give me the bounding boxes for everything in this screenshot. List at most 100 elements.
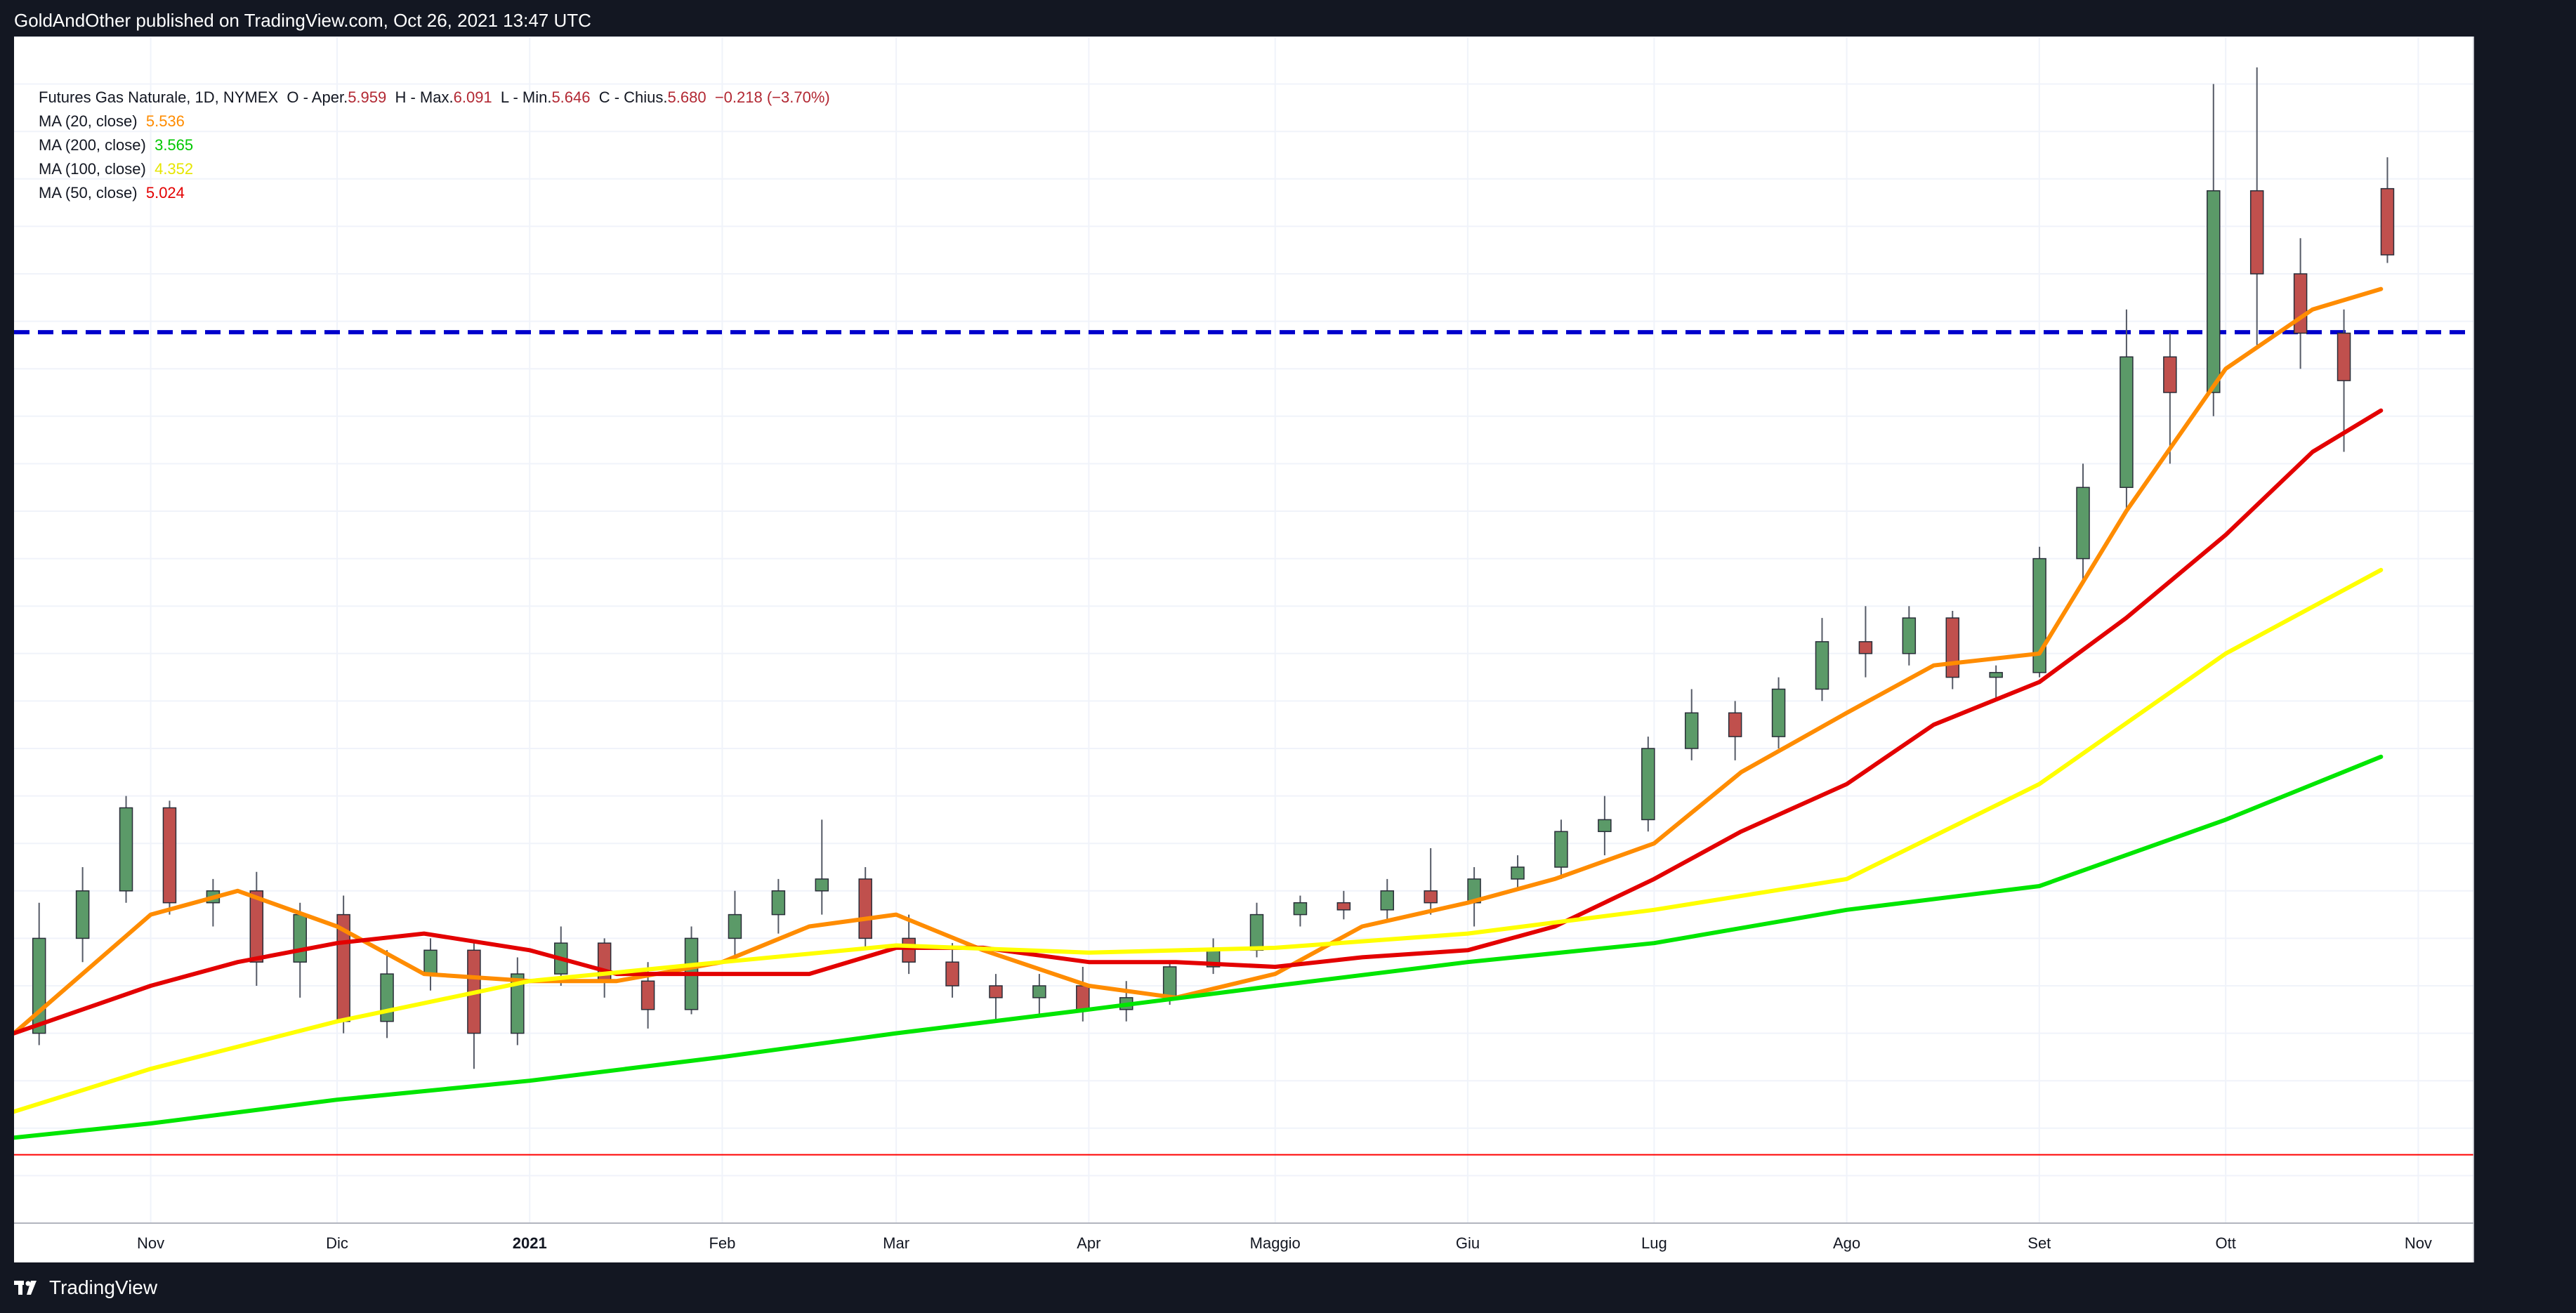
ma-line-100 — [14, 567, 2384, 1114]
candle-body — [2207, 190, 2221, 393]
indicator-row-ma100[interactable]: MA (100, close) 4.352 — [39, 157, 830, 181]
candle-body — [2163, 356, 2177, 393]
candle-body — [1380, 890, 1395, 911]
candle-body — [1162, 966, 1177, 998]
candle-body — [1728, 712, 1742, 737]
indicator-value: 3.565 — [155, 136, 194, 154]
grid — [14, 37, 2474, 1223]
candle — [1511, 855, 1525, 891]
time-tick-label: Nov — [137, 1234, 164, 1252]
candle-body — [1249, 913, 1264, 951]
legend: Futures Gas Naturale, 1D, NYMEX O - Aper… — [39, 86, 830, 205]
time-tick-label: Nov — [2405, 1234, 2432, 1252]
close-label: C - Chius. — [598, 88, 668, 106]
candle — [1641, 737, 1655, 832]
candle-body — [1032, 985, 1046, 998]
candle — [728, 890, 742, 963]
candle-body — [1336, 902, 1351, 911]
candle-body — [2249, 190, 2264, 275]
candle-body — [815, 878, 829, 892]
candle — [815, 819, 829, 915]
candle — [1424, 847, 1438, 915]
candle-body — [1945, 617, 1959, 678]
candle — [336, 895, 350, 1034]
tradingview-brand: TradingView — [49, 1276, 158, 1298]
candle — [1467, 867, 1481, 927]
candle-body — [1684, 712, 1699, 749]
time-tick-label: Ott — [2215, 1234, 2235, 1252]
candle-body — [32, 937, 46, 1034]
change-value: −0.218 (−3.70%) — [714, 88, 830, 106]
candle-body — [2380, 187, 2395, 256]
candle — [1598, 796, 1612, 856]
candle — [2076, 463, 2090, 583]
candle — [1902, 606, 1917, 666]
candle-body — [2076, 487, 2090, 560]
chart-panel[interactable]: 1.8002.0002.2002.4002.6002.8003.0003.200… — [14, 37, 2474, 1262]
candle — [858, 867, 872, 951]
symbol-row[interactable]: Futures Gas Naturale, 1D, NYMEX O - Aper… — [39, 86, 830, 110]
indicator-label: MA (200, close) — [39, 136, 146, 154]
candle-body — [989, 985, 1003, 998]
candle — [2380, 157, 2395, 263]
candle-body — [1424, 890, 1438, 904]
indicator-row-ma20[interactable]: MA (20, close) 5.536 — [39, 110, 830, 133]
indicator-row-ma200[interactable]: MA (200, close) 3.565 — [39, 133, 830, 157]
candle-body — [1641, 748, 1655, 821]
candle-body — [1858, 641, 1873, 654]
candle — [2249, 67, 2264, 345]
candle — [989, 974, 1003, 1022]
time-tick-label: Ago — [1833, 1234, 1860, 1252]
candle-body — [1511, 866, 1525, 880]
symbol-name: Futures Gas Naturale, 1D, NYMEX — [39, 88, 279, 106]
indicator-row-ma50[interactable]: MA (50, close) 5.024 — [39, 181, 830, 205]
time-tick-label: Dic — [326, 1234, 348, 1252]
indicator-value: 5.024 — [145, 184, 185, 202]
price-chart[interactable]: 1.8002.0002.2002.4002.6002.8003.0003.200… — [14, 37, 2474, 1262]
candle — [1032, 974, 1046, 1015]
time-tick-label: Maggio — [1250, 1234, 1301, 1252]
low-value: 5.646 — [551, 88, 591, 106]
candle-body — [423, 949, 438, 975]
candle-body — [75, 890, 90, 939]
candle-body — [2120, 356, 2134, 488]
high-label: H - Max. — [395, 88, 454, 106]
candle — [1945, 610, 1959, 690]
tradingview-logo[interactable]: TradingView — [14, 1276, 157, 1299]
candle-body — [2293, 273, 2308, 334]
candle-body — [249, 890, 264, 963]
time-tick-label: Set — [2028, 1234, 2051, 1252]
candle — [1076, 966, 1090, 1022]
candle — [1858, 606, 1873, 678]
open-value: 5.959 — [348, 88, 387, 106]
indicator-value: 5.536 — [145, 112, 185, 130]
candle-body — [1554, 831, 1568, 868]
time-axis: Nov Dic 2021 Feb Mar Apr Maggio Giu Lug Ago Set Ott… — [137, 1234, 2432, 1252]
candle-body — [945, 961, 959, 987]
candle — [1206, 938, 1221, 975]
candle — [945, 943, 959, 998]
candle — [2207, 84, 2221, 416]
candle — [771, 878, 786, 934]
indicator-label: MA (20, close) — [39, 112, 138, 130]
candle-body — [1771, 688, 1786, 737]
close-value: 5.680 — [667, 88, 707, 106]
horizontal-lines — [14, 330, 2474, 1156]
candle — [1771, 677, 1786, 748]
time-tick-label: Mar — [883, 1234, 909, 1252]
candle — [162, 800, 177, 915]
candle — [1293, 895, 1308, 927]
candle — [1336, 890, 1351, 920]
candle-body — [771, 890, 786, 916]
candle — [380, 950, 394, 1038]
ma-line-200 — [14, 754, 2384, 1140]
candle — [423, 938, 438, 991]
candle — [206, 878, 221, 927]
candle-body — [1598, 819, 1612, 833]
time-tick-label: Feb — [709, 1234, 735, 1252]
tradingview-logo-icon — [14, 1281, 37, 1295]
candle-body — [728, 913, 742, 939]
footer-bar: TradingView — [0, 1262, 2576, 1313]
candle — [1989, 665, 2003, 701]
indicator-label: MA (100, close) — [39, 160, 146, 178]
